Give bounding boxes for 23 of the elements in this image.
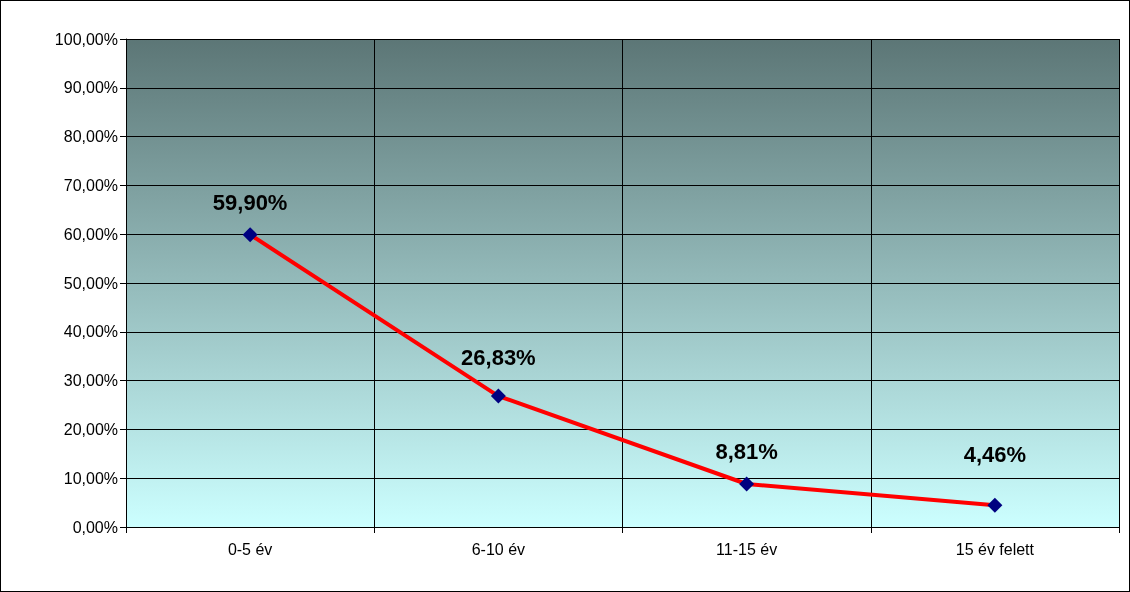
y-tick-label: 90,00% bbox=[63, 79, 118, 97]
data-label: 26,83% bbox=[461, 345, 536, 371]
point bbox=[739, 476, 755, 492]
y-tick-label: 80,00% bbox=[63, 128, 118, 146]
y-tick-label: 40,00% bbox=[63, 323, 118, 341]
y-tick-label: 20,00% bbox=[63, 420, 118, 438]
y-tick-label: 60,00% bbox=[63, 225, 118, 243]
y-tick-label: 50,00% bbox=[63, 274, 118, 292]
point bbox=[987, 497, 1003, 513]
y-tick-label: 100,00% bbox=[54, 30, 118, 48]
x-tick-label: 15 év felett bbox=[955, 540, 1035, 558]
point bbox=[490, 388, 506, 404]
point bbox=[242, 227, 258, 243]
x-tick-label: 11-15 év bbox=[716, 540, 778, 558]
x-tick-label: 6-10 év bbox=[471, 540, 526, 558]
x-tick-label: 0-5 év bbox=[227, 540, 273, 558]
y-tick-label: 10,00% bbox=[63, 469, 118, 487]
y-tick-label: 70,00% bbox=[63, 176, 118, 194]
y-tick-label: 30,00% bbox=[63, 372, 118, 390]
data-label: 4,46% bbox=[963, 442, 1027, 468]
data-label: 59,90% bbox=[212, 189, 288, 215]
data-label: 8,81% bbox=[715, 439, 778, 465]
y-tick-label: 0,00% bbox=[72, 518, 118, 536]
